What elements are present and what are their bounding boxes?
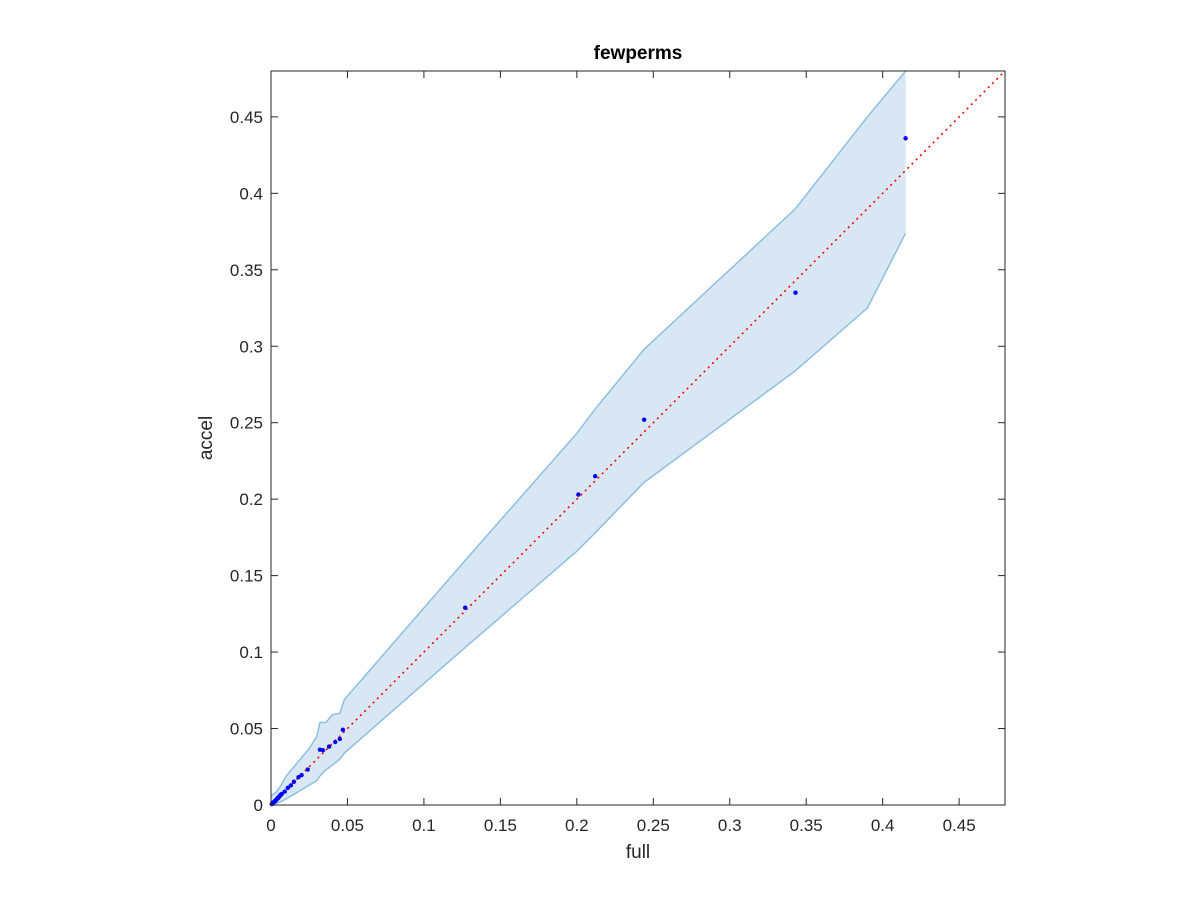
reference-line — [270, 70, 1006, 806]
y-tick-label: 0.05 — [230, 720, 263, 739]
y-axis-label: accel — [196, 416, 217, 460]
x-tick-label: 0.25 — [637, 816, 670, 835]
data-point — [305, 767, 310, 772]
data-point — [641, 417, 647, 422]
x-axis-label: full — [626, 842, 650, 863]
data-point — [903, 136, 908, 141]
data-point — [592, 474, 598, 479]
x-tick-label: 0 — [266, 816, 275, 835]
x-tick-label: 0.3 — [718, 816, 742, 835]
data-point — [576, 492, 581, 497]
y-tick-label: 0.35 — [230, 261, 263, 280]
x-tick-label: 0.15 — [484, 816, 517, 835]
x-tick-label: 0.1 — [412, 816, 436, 835]
data-point — [326, 744, 332, 749]
data-point — [337, 736, 343, 742]
data-point — [320, 748, 326, 753]
data-point — [793, 290, 798, 295]
band-lower-edge — [270, 232, 907, 806]
y-tick-label: 0.3 — [239, 337, 263, 356]
y-tick-label: 0.4 — [239, 184, 263, 203]
confidence-band — [270, 70, 907, 806]
y-tick-label: 0.25 — [230, 414, 263, 433]
x-tick-label: 0.4 — [871, 816, 895, 835]
x-axis-ticks: 0 0.05 0.1 0.15 0.2 0.25 0.3 0.35 0.4 0.45 — [266, 71, 976, 835]
x-tick-label: 0.05 — [331, 816, 364, 835]
reference-line-group — [270, 70, 1006, 806]
chart-title: fewperms — [594, 43, 683, 64]
data-point — [279, 791, 284, 797]
y-tick-label: 0 — [254, 796, 263, 815]
axes-box — [270, 70, 1006, 806]
data-point — [463, 605, 468, 610]
data-point — [291, 779, 297, 784]
data-point — [333, 739, 338, 745]
data-point — [299, 772, 304, 778]
band-upper-edge — [270, 70, 907, 797]
data-point — [282, 789, 287, 794]
y-axis-ticks: 0 0.05 0.1 0.15 0.2 0.25 0.3 0.35 0.4 0.45 — [230, 108, 1005, 815]
x-tick-label: 0.45 — [943, 816, 976, 835]
y-tick-label: 0.1 — [239, 643, 263, 662]
x-tick-label: 0.35 — [790, 816, 823, 835]
y-tick-label: 0.45 — [230, 108, 263, 127]
data-point — [285, 785, 291, 791]
data-point — [340, 727, 346, 732]
band-fill — [271, 71, 906, 805]
y-tick-label: 0.15 — [230, 567, 263, 586]
y-tick-label: 0.2 — [239, 490, 263, 509]
data-point — [288, 783, 294, 788]
data-point — [296, 774, 301, 780]
x-tick-label: 0.2 — [565, 816, 589, 835]
